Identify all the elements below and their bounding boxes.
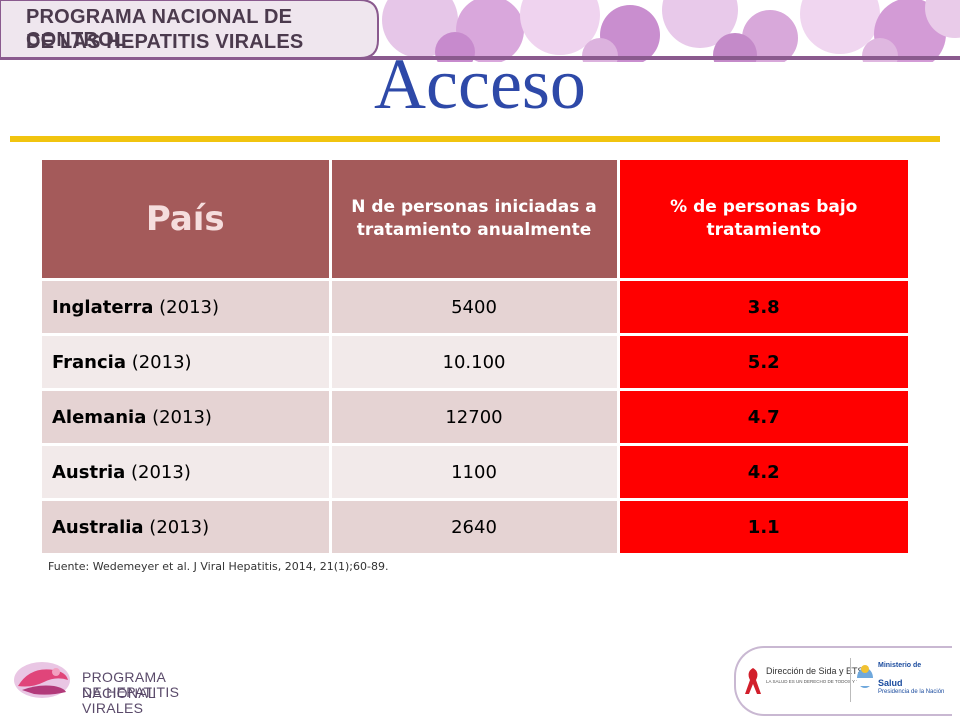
hepatitis-program-logo: PROGRAMA NACIONAL DE HEPATITIS VIRALES	[10, 658, 240, 716]
header-n-treated: N de personas iniciadas a tratamiento an…	[330, 160, 620, 280]
table-row: Inglaterra (2013) 5400 3.8	[42, 278, 908, 335]
country-year: (2013)	[143, 516, 210, 538]
ministry-logo-block: Dirección de Sida y ETS LA SALUD ES UN D…	[734, 646, 952, 716]
country-name: Austria	[52, 461, 126, 483]
country-cell: Inglaterra (2013)	[42, 278, 332, 335]
ministry-line-1: Ministerio de	[878, 662, 922, 669]
n-treated-cell: 5400	[330, 278, 620, 335]
country-cell: Francia (2013)	[42, 333, 332, 390]
country-name: Inglaterra	[52, 296, 154, 318]
hands-icon	[14, 662, 70, 698]
header-pct-treated: % de personas bajo tratamiento	[618, 160, 908, 280]
country-year: (2013)	[125, 351, 192, 373]
n-treated-cell: 10.100	[330, 333, 620, 390]
banner-line-1: PROGRAMA NACIONAL DE CONTROL	[26, 6, 293, 51]
n-treated-cell: 1100	[330, 443, 620, 500]
left-logo-line-1: PROGRAMA NACIONAL	[82, 669, 166, 701]
access-table: País N de personas iniciadas a tratamien…	[42, 160, 908, 553]
pct-treated-cell: 4.7	[618, 388, 908, 445]
source-citation: Fuente: Wedemeyer et al. J Viral Hepatit…	[48, 560, 389, 573]
presidency-label: Presidencia de la Nación	[878, 689, 945, 695]
slide-title: Acceso	[374, 44, 586, 124]
header-banner: PROGRAMA NACIONAL DE CONTROL DE LAS HEPA…	[0, 0, 960, 62]
country-year: (2013)	[146, 406, 212, 428]
pct-treated-cell: 1.1	[618, 498, 908, 553]
table-row: Austria (2013) 1100 4.2	[42, 443, 908, 500]
pct-treated-cell: 4.2	[618, 443, 908, 500]
pct-treated-cell: 3.8	[618, 278, 908, 335]
country-name: Alemania	[52, 406, 147, 428]
table-row: Australia (2013) 2640 1.1	[42, 498, 908, 553]
country-cell: Alemania (2013)	[42, 388, 332, 445]
program-banner-label: PROGRAMA NACIONAL DE CONTROL DE LAS HEPA…	[0, 0, 368, 58]
title-underline	[10, 136, 940, 142]
country-cell: Australia (2013)	[42, 498, 332, 553]
country-name: Australia	[52, 516, 144, 538]
banner-line-2: DE LAS HEPATITIS VIRALES	[26, 31, 304, 53]
table-header-row: País N de personas iniciadas a tratamien…	[42, 160, 908, 280]
country-name: Francia	[52, 351, 126, 373]
country-cell: Austria (2013)	[42, 443, 332, 500]
pct-treated-cell: 5.2	[618, 333, 908, 390]
banner-decoration	[0, 0, 960, 62]
table-row: Alemania (2013) 12700 4.7	[42, 388, 908, 445]
left-logo-line-2: DE HEPATITIS VIRALES	[82, 684, 180, 716]
table-row: Francia (2013) 10.100 5.2	[42, 333, 908, 390]
header-country: País	[42, 160, 332, 280]
red-ribbon-icon	[745, 668, 761, 694]
country-year: (2013)	[153, 296, 220, 318]
n-treated-cell: 2640	[330, 498, 620, 553]
aids-directorate-label: Dirección de Sida y ETS	[766, 666, 864, 676]
aids-directorate-tagline: LA SALUD ES UN DERECHO DE TODOS Y TODAS	[766, 679, 872, 684]
country-year: (2013)	[125, 461, 191, 483]
coat-of-arms-icon	[857, 665, 873, 688]
logo-divider	[850, 658, 851, 702]
ministry-line-2: Salud	[878, 678, 903, 688]
n-treated-cell: 12700	[330, 388, 620, 445]
